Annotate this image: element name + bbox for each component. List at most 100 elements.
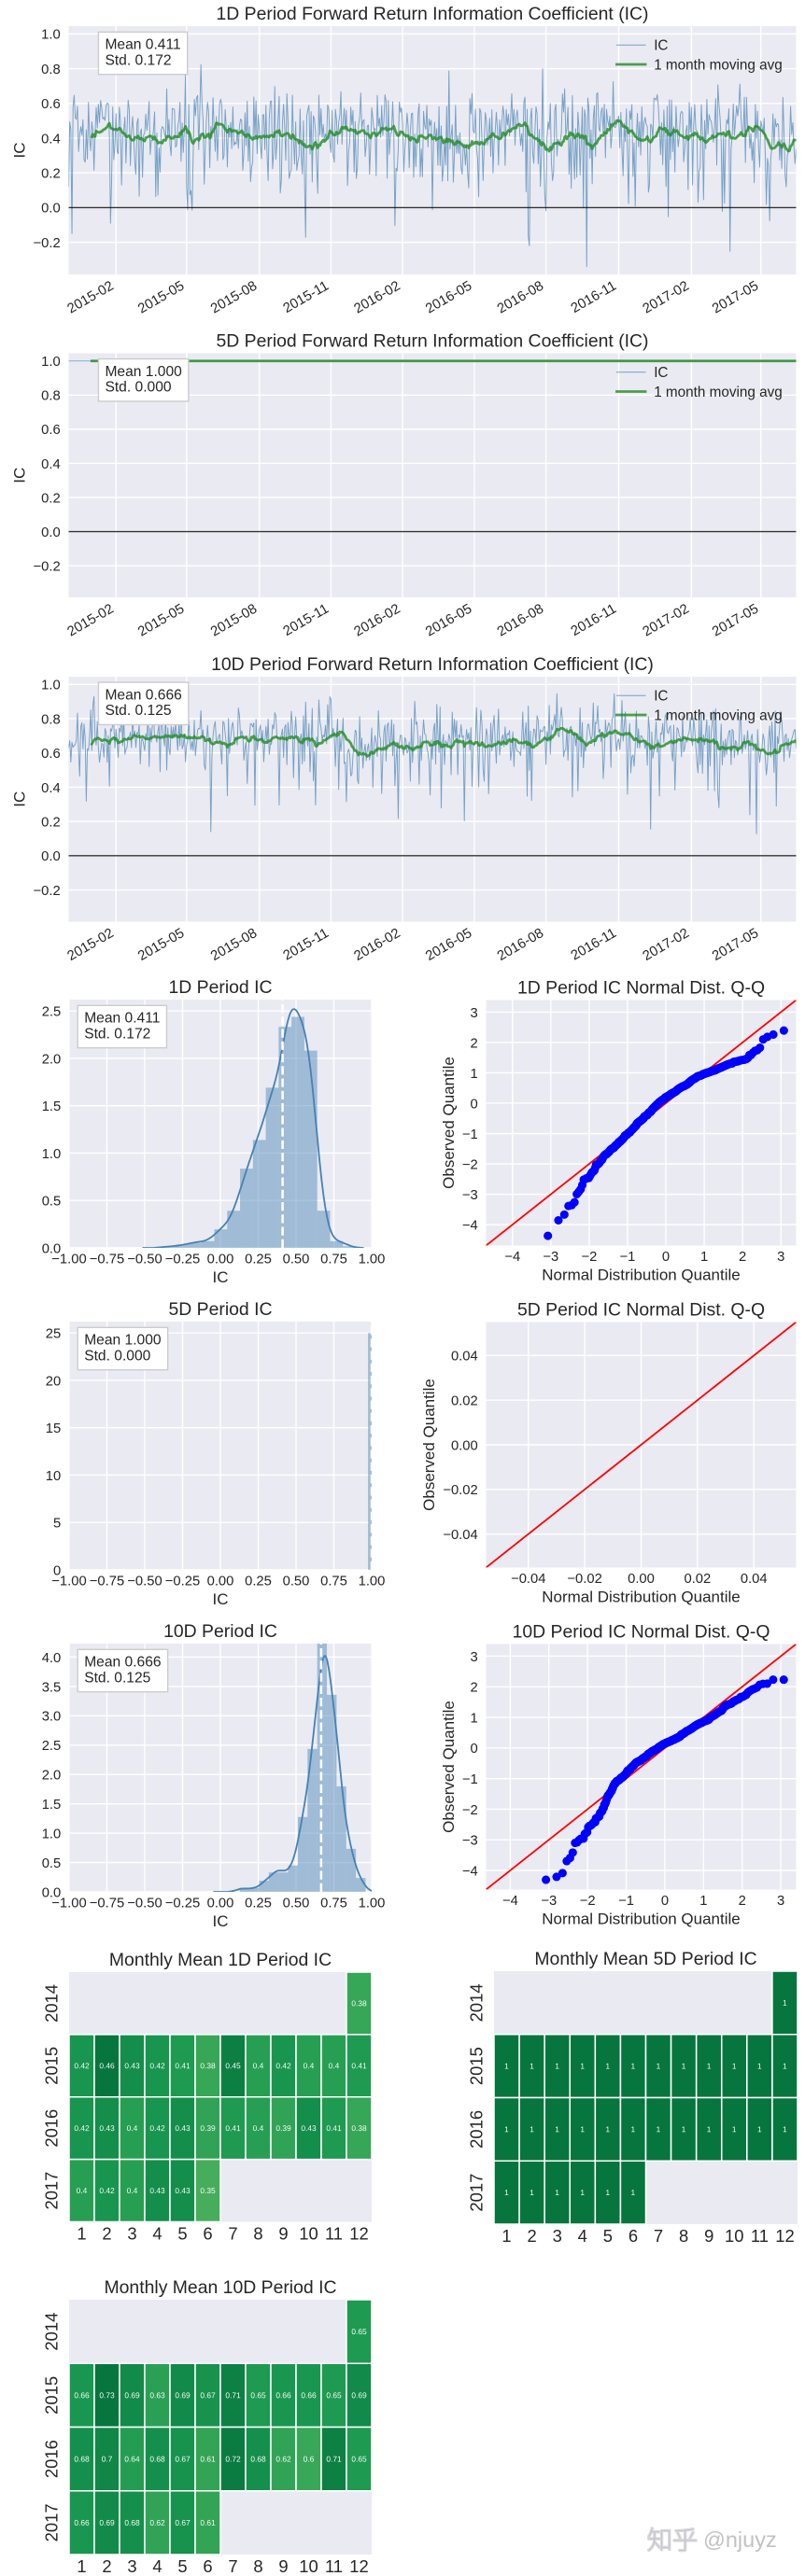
svg-text:4: 4: [152, 2556, 162, 2576]
svg-text:10: 10: [299, 2556, 318, 2576]
svg-text:0.2: 0.2: [41, 491, 61, 506]
svg-text:IC: IC: [213, 1912, 229, 1930]
svg-text:0.00: 0.00: [207, 1896, 234, 1911]
svg-text:10D Period IC Normal Dist. Q-Q: 10D Period IC Normal Dist. Q-Q: [513, 1622, 770, 1643]
svg-text:5: 5: [177, 2223, 187, 2243]
svg-text:2017: 2017: [41, 2503, 61, 2541]
svg-text:1: 1: [77, 2556, 86, 2576]
svg-text:IC: IC: [213, 1268, 229, 1286]
svg-text:0: 0: [471, 1742, 478, 1757]
svg-text:5D Period IC: 5D Period IC: [168, 1299, 272, 1320]
svg-text:1.5: 1.5: [42, 1798, 62, 1813]
svg-text:−4: −4: [462, 1218, 478, 1233]
svg-text:−0.25: −0.25: [165, 1252, 200, 1267]
svg-text:1.00: 1.00: [359, 1896, 386, 1911]
svg-text:IC: IC: [10, 468, 28, 483]
svg-text:0.2: 0.2: [41, 815, 61, 830]
svg-text:1.00: 1.00: [359, 1252, 386, 1267]
svg-text:4: 4: [152, 2223, 162, 2243]
svg-text:3: 3: [127, 2223, 136, 2243]
svg-text:1: 1: [700, 1250, 708, 1265]
svg-text:6: 6: [203, 2556, 212, 2576]
svg-text:2017: 2017: [466, 2174, 486, 2212]
svg-text:3: 3: [471, 1006, 478, 1021]
svg-text:0: 0: [662, 1250, 670, 1265]
svg-text:0.75: 0.75: [320, 1896, 347, 1911]
svg-text:2: 2: [471, 1036, 478, 1051]
svg-text:2.5: 2.5: [42, 1739, 62, 1754]
svg-text:−2: −2: [462, 1157, 478, 1172]
svg-text:15: 15: [46, 1421, 61, 1436]
svg-text:8: 8: [253, 2556, 262, 2576]
svg-text:6: 6: [203, 2223, 212, 2243]
svg-text:−0.75: −0.75: [90, 1252, 124, 1267]
svg-text:2: 2: [102, 2223, 111, 2243]
svg-text:Mean 1.000: Mean 1.000: [84, 1333, 162, 1349]
svg-text:11: 11: [751, 2226, 769, 2246]
svg-text:−1: −1: [618, 1894, 634, 1909]
svg-text:10: 10: [299, 2223, 318, 2243]
svg-text:−2: −2: [580, 1894, 596, 1909]
svg-text:0.0: 0.0: [42, 1241, 62, 1256]
svg-text:2014: 2014: [41, 2313, 61, 2351]
svg-text:2: 2: [471, 1681, 478, 1696]
svg-text:9: 9: [278, 2556, 288, 2576]
svg-text:Observed Quantile: Observed Quantile: [420, 1379, 438, 1511]
svg-text:Normal Distribution Quantile: Normal Distribution Quantile: [542, 1911, 740, 1928]
svg-text:4: 4: [578, 2226, 587, 2246]
svg-text:Std. 0.172: Std. 0.172: [84, 1026, 150, 1042]
svg-text:0.00: 0.00: [451, 1438, 478, 1453]
svg-text:−2: −2: [462, 1803, 478, 1818]
svg-text:0.02: 0.02: [684, 1572, 711, 1587]
svg-text:0: 0: [471, 1097, 478, 1112]
svg-text:1: 1: [501, 2226, 511, 2246]
svg-text:IC: IC: [10, 143, 28, 159]
svg-text:6: 6: [628, 2226, 638, 2246]
svg-text:Mean 0.411: Mean 0.411: [105, 37, 180, 53]
svg-text:−0.2: −0.2: [34, 884, 61, 899]
svg-text:9: 9: [278, 2223, 288, 2243]
svg-text:IC: IC: [654, 689, 668, 705]
svg-text:2015: 2015: [466, 2047, 486, 2085]
svg-text:Mean 0.666: Mean 0.666: [84, 1655, 161, 1671]
svg-text:0.5: 0.5: [42, 1856, 62, 1871]
svg-text:−0.04: −0.04: [511, 1572, 545, 1587]
svg-text:11: 11: [325, 2223, 343, 2243]
svg-text:2017: 2017: [41, 2172, 61, 2210]
svg-text:3: 3: [553, 2226, 562, 2246]
svg-text:1.0: 1.0: [42, 1147, 62, 1162]
svg-text:2.0: 2.0: [42, 1769, 62, 1784]
svg-text:−2: −2: [581, 1250, 597, 1265]
svg-text:0.5: 0.5: [42, 1195, 62, 1210]
svg-text:1.00: 1.00: [359, 1574, 386, 1589]
svg-text:3: 3: [127, 2556, 136, 2576]
svg-text:−0.75: −0.75: [90, 1574, 124, 1589]
svg-text:−0.04: −0.04: [443, 1528, 477, 1543]
svg-text:1: 1: [471, 1711, 478, 1726]
svg-text:0.0: 0.0: [42, 1885, 62, 1900]
svg-text:−0.75: −0.75: [90, 1896, 124, 1911]
svg-text:2: 2: [528, 2226, 537, 2246]
svg-text:0.2: 0.2: [41, 167, 61, 182]
svg-text:0.8: 0.8: [41, 389, 61, 404]
svg-text:1.5: 1.5: [42, 1099, 62, 1114]
svg-text:Monthly Mean 10D Period IC: Monthly Mean 10D Period IC: [105, 2277, 337, 2298]
svg-text:0.6: 0.6: [41, 747, 61, 762]
svg-text:−1.00: −1.00: [51, 1896, 86, 1911]
svg-text:2014: 2014: [41, 1984, 61, 2023]
svg-text:0.25: 0.25: [245, 1896, 272, 1911]
svg-text:−0.25: −0.25: [165, 1574, 200, 1589]
svg-text:25: 25: [46, 1327, 61, 1342]
svg-text:2.5: 2.5: [42, 1005, 62, 1020]
svg-text:0.6: 0.6: [41, 97, 61, 112]
svg-text:2016: 2016: [466, 2110, 486, 2149]
svg-text:−0.02: −0.02: [443, 1483, 477, 1498]
svg-text:0.6: 0.6: [41, 423, 61, 438]
svg-text:−0.02: −0.02: [567, 1572, 601, 1587]
svg-text:2: 2: [739, 1250, 746, 1265]
svg-text:0.4: 0.4: [41, 781, 61, 796]
svg-text:0.0: 0.0: [41, 849, 61, 864]
svg-text:0.4: 0.4: [41, 457, 61, 472]
svg-text:IC: IC: [654, 38, 668, 54]
svg-text:0.4: 0.4: [41, 132, 61, 147]
